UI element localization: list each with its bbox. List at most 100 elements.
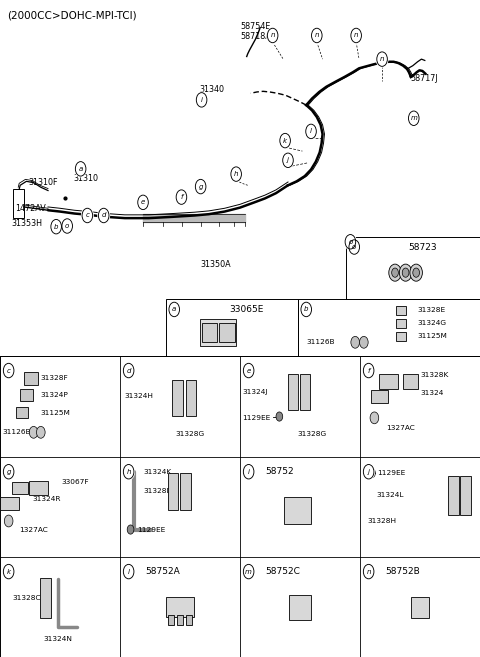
- Circle shape: [290, 602, 298, 612]
- Bar: [40, 578, 51, 618]
- Bar: [300, 373, 310, 410]
- Text: 1327AC: 1327AC: [19, 526, 48, 533]
- Circle shape: [123, 564, 134, 579]
- Text: d: d: [126, 367, 131, 374]
- Circle shape: [29, 426, 38, 438]
- Bar: [460, 476, 471, 515]
- Circle shape: [195, 179, 206, 194]
- Circle shape: [230, 166, 242, 182]
- Circle shape: [123, 464, 134, 480]
- Circle shape: [123, 363, 134, 378]
- Circle shape: [345, 234, 356, 250]
- Bar: [166, 597, 194, 617]
- Bar: [20, 389, 33, 401]
- Text: 58752: 58752: [265, 467, 294, 476]
- Text: o: o: [65, 223, 69, 229]
- Text: 31324R: 31324R: [33, 496, 61, 503]
- Text: 31324N: 31324N: [43, 635, 72, 642]
- Circle shape: [3, 363, 14, 378]
- Bar: [379, 374, 398, 389]
- Bar: [0, 497, 19, 510]
- Text: 31350A: 31350A: [201, 260, 231, 269]
- Text: l: l: [128, 568, 130, 575]
- Bar: [219, 323, 235, 342]
- Text: m: m: [245, 568, 252, 575]
- Circle shape: [3, 564, 14, 579]
- Text: 31328K: 31328K: [420, 372, 448, 378]
- Circle shape: [286, 508, 295, 520]
- Bar: [12, 482, 28, 494]
- Circle shape: [370, 412, 379, 424]
- Circle shape: [300, 302, 312, 317]
- Text: i: i: [201, 97, 203, 103]
- Text: 31328D: 31328D: [143, 488, 172, 495]
- Text: 31328H: 31328H: [367, 518, 396, 524]
- Circle shape: [176, 189, 187, 205]
- Text: 31324G: 31324G: [418, 320, 446, 327]
- Text: m: m: [410, 115, 417, 122]
- Text: a: a: [172, 306, 176, 313]
- Circle shape: [4, 515, 13, 527]
- Circle shape: [408, 110, 420, 126]
- Text: 31328G: 31328G: [175, 431, 204, 438]
- Bar: [201, 319, 236, 346]
- Circle shape: [363, 564, 374, 579]
- Bar: [180, 473, 191, 510]
- Circle shape: [399, 264, 412, 281]
- Text: 31310: 31310: [73, 174, 98, 183]
- Text: n: n: [380, 56, 384, 62]
- Circle shape: [282, 152, 294, 168]
- Circle shape: [127, 525, 134, 534]
- Bar: [186, 615, 192, 625]
- Circle shape: [300, 602, 308, 612]
- Circle shape: [243, 464, 254, 480]
- Text: 1327AC: 1327AC: [386, 424, 415, 431]
- Bar: [13, 189, 24, 218]
- Text: 58752B: 58752B: [385, 567, 420, 576]
- Text: i: i: [248, 468, 250, 475]
- Circle shape: [376, 51, 388, 67]
- Text: k: k: [7, 568, 11, 575]
- Text: 58754E: 58754E: [240, 22, 270, 31]
- Bar: [168, 615, 174, 625]
- Bar: [448, 476, 459, 515]
- Text: 31328E: 31328E: [418, 307, 446, 313]
- Text: 31353H: 31353H: [12, 219, 43, 228]
- Text: 1129EE: 1129EE: [377, 470, 405, 476]
- Circle shape: [196, 92, 207, 108]
- Text: 31328C: 31328C: [12, 595, 40, 601]
- Bar: [396, 319, 406, 328]
- Circle shape: [392, 268, 398, 277]
- Circle shape: [168, 302, 180, 317]
- Bar: [396, 306, 406, 315]
- Bar: [284, 497, 311, 524]
- Text: (2000CC>DOHC-MPI-TCI): (2000CC>DOHC-MPI-TCI): [7, 11, 137, 20]
- Text: 31125M: 31125M: [41, 409, 71, 416]
- Circle shape: [50, 219, 62, 235]
- Circle shape: [363, 464, 374, 480]
- Circle shape: [276, 412, 283, 421]
- Bar: [289, 595, 311, 620]
- Bar: [24, 372, 38, 385]
- Circle shape: [267, 28, 278, 43]
- Text: a: a: [79, 166, 83, 172]
- Text: n: n: [314, 32, 319, 39]
- Circle shape: [360, 336, 368, 348]
- Text: 31126B: 31126B: [2, 429, 31, 436]
- Text: c: c: [7, 367, 11, 374]
- Text: 1129EE: 1129EE: [242, 415, 271, 421]
- Text: 58723: 58723: [408, 242, 437, 252]
- Text: 31324L: 31324L: [377, 492, 404, 499]
- Text: 33065E: 33065E: [229, 305, 263, 314]
- Text: 58752C: 58752C: [265, 567, 300, 576]
- Text: 31324: 31324: [420, 390, 444, 396]
- Circle shape: [75, 161, 86, 177]
- Circle shape: [243, 564, 254, 579]
- Circle shape: [350, 28, 362, 43]
- Circle shape: [305, 124, 317, 139]
- Bar: [202, 323, 217, 342]
- Text: j: j: [368, 468, 370, 475]
- Text: n: n: [366, 568, 371, 575]
- Text: 31324K: 31324K: [143, 468, 171, 475]
- Bar: [172, 380, 183, 417]
